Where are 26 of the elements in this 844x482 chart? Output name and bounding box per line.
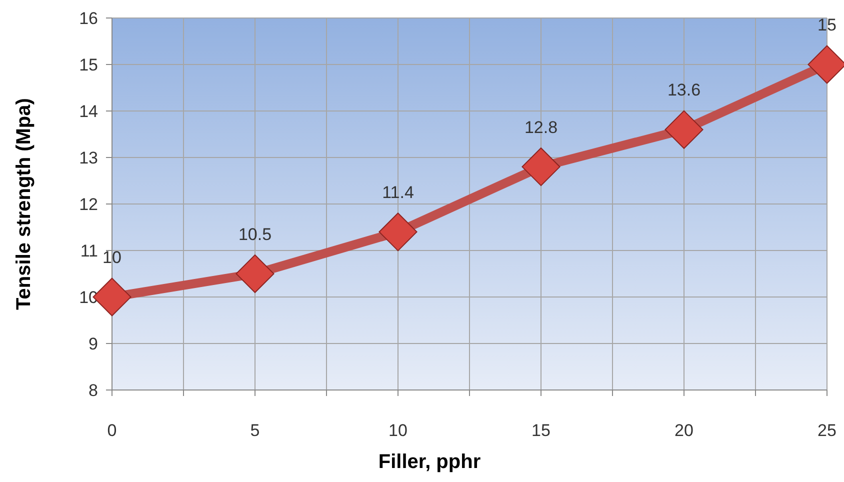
point [664,110,704,149]
point [236,254,274,294]
y-tick-label: 8 [88,380,98,400]
x-tick-label: 10 [388,421,408,440]
y-tick-label: 16 [79,8,98,28]
x-tick-label: 5 [250,421,260,440]
y-axis-title: Tensile strength (Mpa) [13,98,35,310]
y-tick-label: 14 [79,102,98,121]
x-tick-label: 25 [818,421,836,440]
x-axis-title: Filler, pphr [378,451,481,473]
y-tick-label: 9 [88,334,98,354]
y-tick-label: 13 [79,148,98,168]
point [378,212,418,252]
x-tick-label: 20 [674,421,694,440]
data-label: 11.4 [382,182,414,202]
x-tick-label: 0 [107,421,117,440]
point [522,148,560,186]
y-tick-label: 15 [79,55,98,74]
data-label: 12.8 [524,118,558,137]
data-label: 10.5 [238,224,272,244]
y-tick-label: 11 [80,241,98,260]
x-tick-label: 15 [532,421,550,440]
y-tick-label: 12 [79,194,98,214]
data-label: 15 [818,16,836,34]
data-label: 13.6 [667,80,701,100]
data-label: 10 [102,248,122,267]
